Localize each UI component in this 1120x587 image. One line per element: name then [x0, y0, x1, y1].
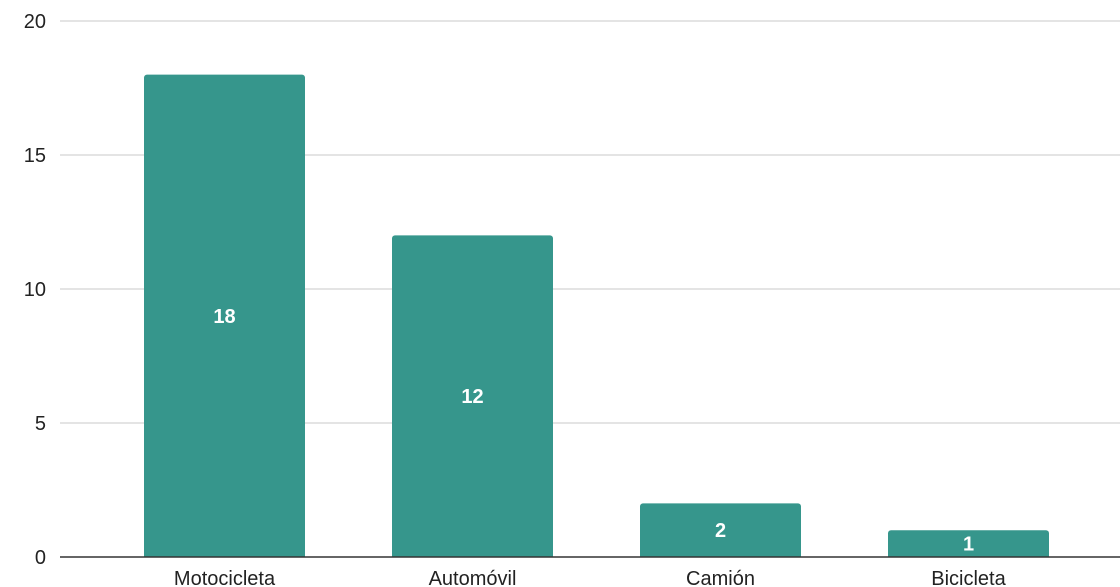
bar-base-Automóvil [392, 553, 553, 557]
y-tick-label-20: 20 [24, 11, 46, 33]
x-tick-label-Camión: Camión [686, 568, 755, 587]
x-tick-label-Motocicleta: Motocicleta [174, 568, 276, 587]
y-axis-tick-labels: 0 5 10 15 20 [24, 11, 46, 569]
data-label-Camión: 2 [715, 520, 726, 542]
y-tick-label-15: 15 [24, 145, 46, 167]
bar-Motocicleta [144, 74, 305, 557]
y-tick-label-0: 0 [35, 547, 46, 569]
data-label-Motocicleta: 18 [213, 306, 235, 328]
bars [144, 74, 1049, 557]
y-tick-label-10: 10 [24, 279, 46, 301]
bar-Bicicleta [888, 530, 1049, 557]
x-tick-label-Automóvil: Automóvil [429, 568, 517, 587]
y-tick-label-5: 5 [35, 413, 46, 435]
data-label-Bicicleta: 1 [963, 534, 974, 556]
data-label-Automóvil: 12 [461, 386, 483, 408]
bar-base-Bicicleta [888, 553, 1049, 557]
bar-base-Camión [640, 553, 801, 557]
bar-data-labels: 18 12 2 1 [213, 306, 974, 556]
bar-Camión [640, 503, 801, 557]
bar-base-Motocicleta [144, 553, 305, 557]
x-tick-label-Bicicleta: Bicicleta [931, 568, 1006, 587]
bar-Automóvil [392, 235, 553, 557]
x-axis-category-labels: Motocicleta Automóvil Camión Bicicleta [174, 568, 1007, 587]
